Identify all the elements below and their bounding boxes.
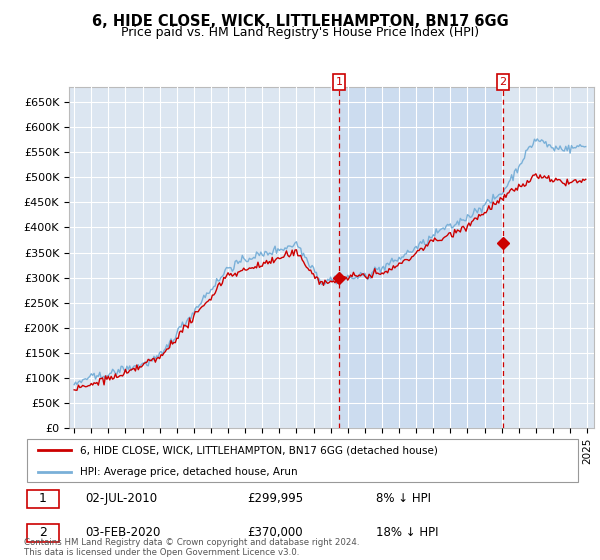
Text: 18% ↓ HPI: 18% ↓ HPI [376, 526, 438, 539]
Text: 1: 1 [335, 77, 343, 87]
FancyBboxPatch shape [27, 438, 578, 483]
Text: 02-JUL-2010: 02-JUL-2010 [85, 492, 158, 505]
Text: HPI: Average price, detached house, Arun: HPI: Average price, detached house, Arun [80, 467, 298, 477]
FancyBboxPatch shape [27, 524, 59, 542]
Text: Price paid vs. HM Land Registry's House Price Index (HPI): Price paid vs. HM Land Registry's House … [121, 26, 479, 39]
Text: 8% ↓ HPI: 8% ↓ HPI [376, 492, 431, 505]
Text: Contains HM Land Registry data © Crown copyright and database right 2024.
This d: Contains HM Land Registry data © Crown c… [24, 538, 359, 557]
Text: £299,995: £299,995 [247, 492, 304, 505]
Text: 2: 2 [499, 77, 506, 87]
Text: £370,000: £370,000 [247, 526, 303, 539]
Text: 6, HIDE CLOSE, WICK, LITTLEHAMPTON, BN17 6GG: 6, HIDE CLOSE, WICK, LITTLEHAMPTON, BN17… [92, 14, 508, 29]
Text: 2: 2 [39, 526, 47, 539]
Text: 6, HIDE CLOSE, WICK, LITTLEHAMPTON, BN17 6GG (detached house): 6, HIDE CLOSE, WICK, LITTLEHAMPTON, BN17… [80, 445, 437, 455]
FancyBboxPatch shape [27, 490, 59, 508]
Bar [339, 87, 503, 428]
Text: 1: 1 [39, 492, 47, 505]
Text: 03-FEB-2020: 03-FEB-2020 [85, 526, 161, 539]
